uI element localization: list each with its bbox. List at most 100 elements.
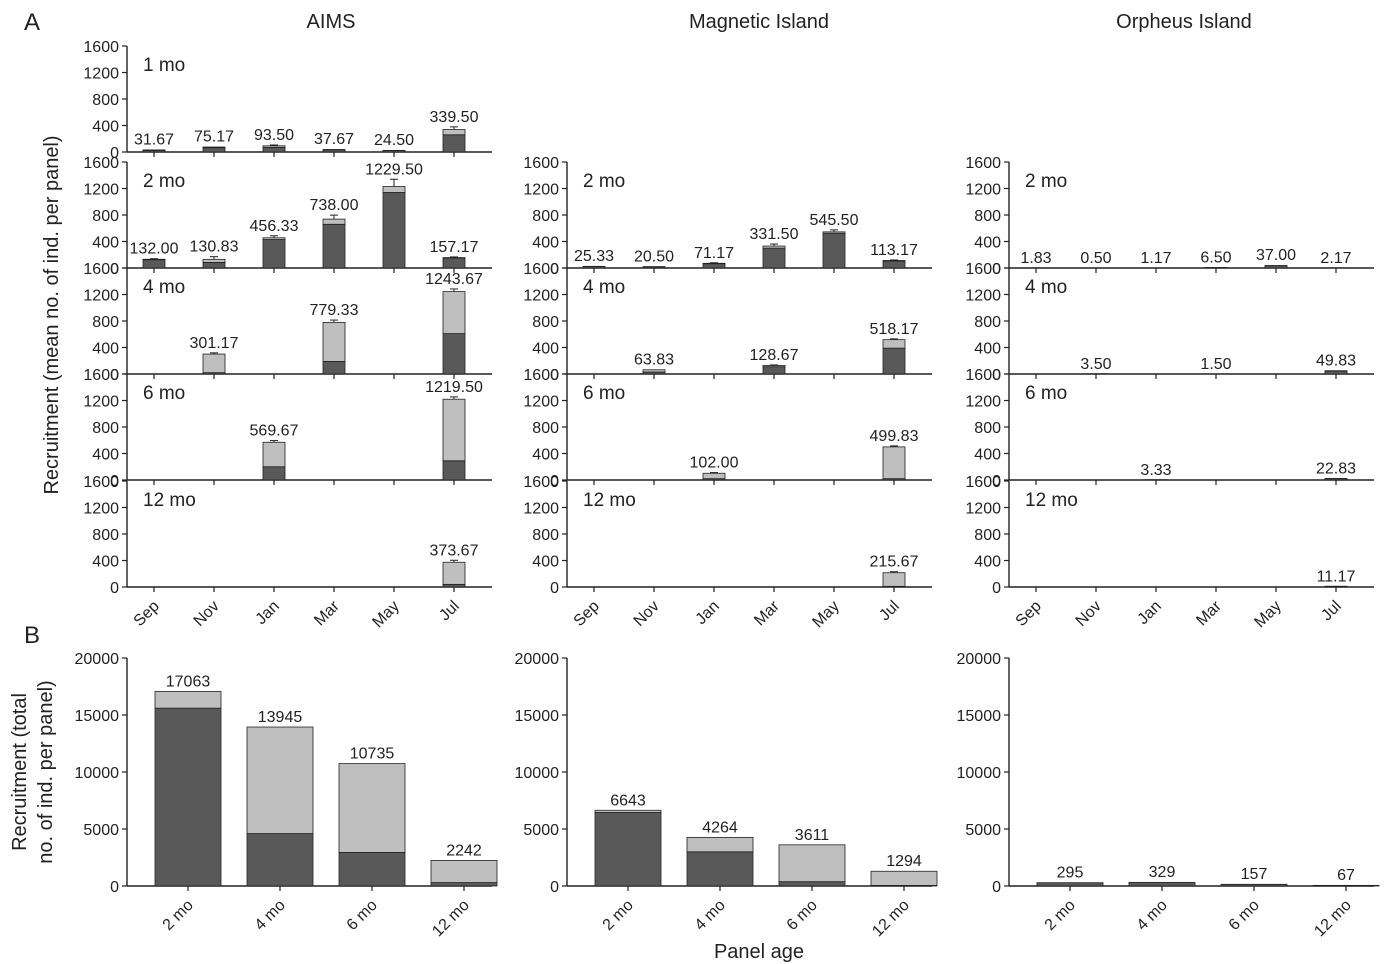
- data-label: 6.50: [1200, 249, 1231, 266]
- bar-dark: [203, 262, 225, 268]
- y-tick-label: 800: [92, 420, 119, 437]
- data-label-b: 13945: [258, 709, 303, 726]
- y-tick-label: 1600: [523, 155, 559, 172]
- y-tick-label: 400: [974, 554, 1001, 571]
- data-label: 25.33: [574, 248, 614, 265]
- age-label: 6 mo: [1025, 383, 1067, 404]
- age-label: 6 mo: [583, 383, 625, 404]
- data-label-b: 6643: [610, 792, 646, 809]
- y-axis-label-b-line2: no. of ind. per panel): [35, 680, 57, 863]
- bar-dark-b: [1313, 885, 1379, 886]
- data-label: 2.17: [1320, 250, 1351, 267]
- bar-dark-b: [155, 708, 221, 886]
- y-tick-label: 400: [92, 447, 119, 464]
- bar-dark-b: [779, 882, 845, 886]
- bar-dark-b: [687, 852, 753, 886]
- y-tick-label: 400: [974, 341, 1001, 358]
- y-tick-label: 800: [92, 527, 119, 544]
- bar-dark-b: [431, 883, 497, 886]
- bar-light: [443, 399, 465, 461]
- y-tick-label-b: 10000: [515, 765, 560, 782]
- y-tick-label: 1200: [523, 501, 559, 518]
- data-label: 339.50: [430, 109, 479, 126]
- bar-light: [883, 261, 905, 262]
- y-tick-label: 400: [92, 554, 119, 571]
- y-tick-label: 800: [92, 208, 119, 225]
- y-tick-label: 400: [974, 235, 1001, 252]
- x-tick-label: Nov: [1073, 598, 1105, 630]
- y-tick-label: 800: [92, 92, 119, 109]
- data-label: 545.50: [810, 212, 859, 229]
- x-tick-label: Jul: [1318, 598, 1344, 624]
- y-tick-label: 1600: [523, 261, 559, 278]
- y-tick-label: 1200: [83, 394, 119, 411]
- data-label: 3.50: [1080, 356, 1111, 373]
- y-tick-label-b: 5000: [83, 822, 119, 839]
- age-label: 6 mo: [143, 383, 185, 404]
- y-tick-label: 1200: [965, 394, 1001, 411]
- x-tick-label: Nov: [191, 598, 223, 630]
- data-label: 215.67: [870, 554, 919, 571]
- y-tick-label-b: 20000: [957, 651, 1002, 668]
- y-tick-label: 1600: [965, 155, 1001, 172]
- age-label: 12 mo: [1025, 490, 1078, 511]
- age-label: 12 mo: [583, 490, 636, 511]
- data-label: 11.17: [1317, 568, 1356, 585]
- bar-light: [823, 232, 845, 233]
- bar-dark: [443, 135, 465, 152]
- data-label: 24.50: [374, 132, 414, 149]
- x-tick-label: Sep: [131, 598, 163, 630]
- bar-light: [263, 442, 285, 466]
- x-tick-label: Jul: [436, 598, 462, 624]
- data-label: 1.83: [1020, 250, 1051, 267]
- data-label: 132.00: [130, 241, 179, 258]
- data-label-b: 329: [1149, 864, 1176, 881]
- y-tick-label-b: 15000: [75, 708, 120, 725]
- y-tick-label: 1200: [83, 288, 119, 305]
- y-tick-label-b: 0: [550, 879, 559, 896]
- site-title-orpheus-island: Orpheus Island: [1116, 11, 1252, 33]
- y-tick-label-b: 10000: [75, 765, 120, 782]
- bar-dark-b: [595, 812, 661, 886]
- x-tick-label-b: 2 mo: [600, 897, 637, 934]
- y-tick-label: 400: [532, 447, 559, 464]
- data-label-b: 10735: [350, 746, 395, 763]
- data-label: 518.17: [870, 321, 919, 338]
- x-tick-label-b: 12 mo: [1311, 897, 1355, 941]
- y-axis-label-b-line1: Recruitment (total: [9, 693, 31, 851]
- y-tick-label: 1600: [965, 261, 1001, 278]
- plot-area: 0 400 800 1200 1600 1 mo 31.67 75.17 93.50 37.67 2…: [75, 39, 1380, 940]
- bar-light-b: [687, 837, 753, 851]
- bar-dark-b: [339, 852, 405, 886]
- data-label: 301.17: [190, 335, 239, 352]
- bar-dark-b: [247, 834, 313, 886]
- panel-label-a: A: [24, 9, 40, 36]
- bar-dark: [263, 240, 285, 268]
- y-tick-label: 400: [92, 235, 119, 252]
- data-label: 1219.50: [425, 379, 483, 396]
- bar-dark: [323, 224, 345, 268]
- bar-dark: [143, 260, 165, 268]
- x-tick-label: Jul: [876, 598, 902, 624]
- y-tick-label-b: 0: [992, 879, 1001, 896]
- data-label: 456.33: [250, 218, 299, 235]
- y-tick-label: 400: [532, 554, 559, 571]
- age-label: 4 mo: [143, 277, 185, 298]
- site-title-aims: AIMS: [307, 11, 356, 33]
- data-label: 102.00: [690, 455, 739, 472]
- site-title-magnetic-island: Magnetic Island: [689, 11, 829, 33]
- bar-light: [643, 370, 665, 372]
- x-tick-label: Sep: [571, 598, 603, 630]
- y-tick-label: 800: [974, 420, 1001, 437]
- bar-dark: [883, 348, 905, 374]
- bar-dark-b: [1037, 883, 1103, 886]
- data-label-b: 295: [1057, 865, 1084, 882]
- age-label: 2 mo: [1025, 171, 1067, 192]
- bar-dark: [883, 261, 905, 268]
- x-tick-label-b: 6 mo: [784, 897, 821, 934]
- bar-light: [203, 259, 225, 262]
- y-tick-label: 1200: [965, 501, 1001, 518]
- data-label: 1229.50: [365, 161, 423, 178]
- data-label-b: 2242: [446, 842, 482, 859]
- y-tick-label-b: 0: [110, 879, 119, 896]
